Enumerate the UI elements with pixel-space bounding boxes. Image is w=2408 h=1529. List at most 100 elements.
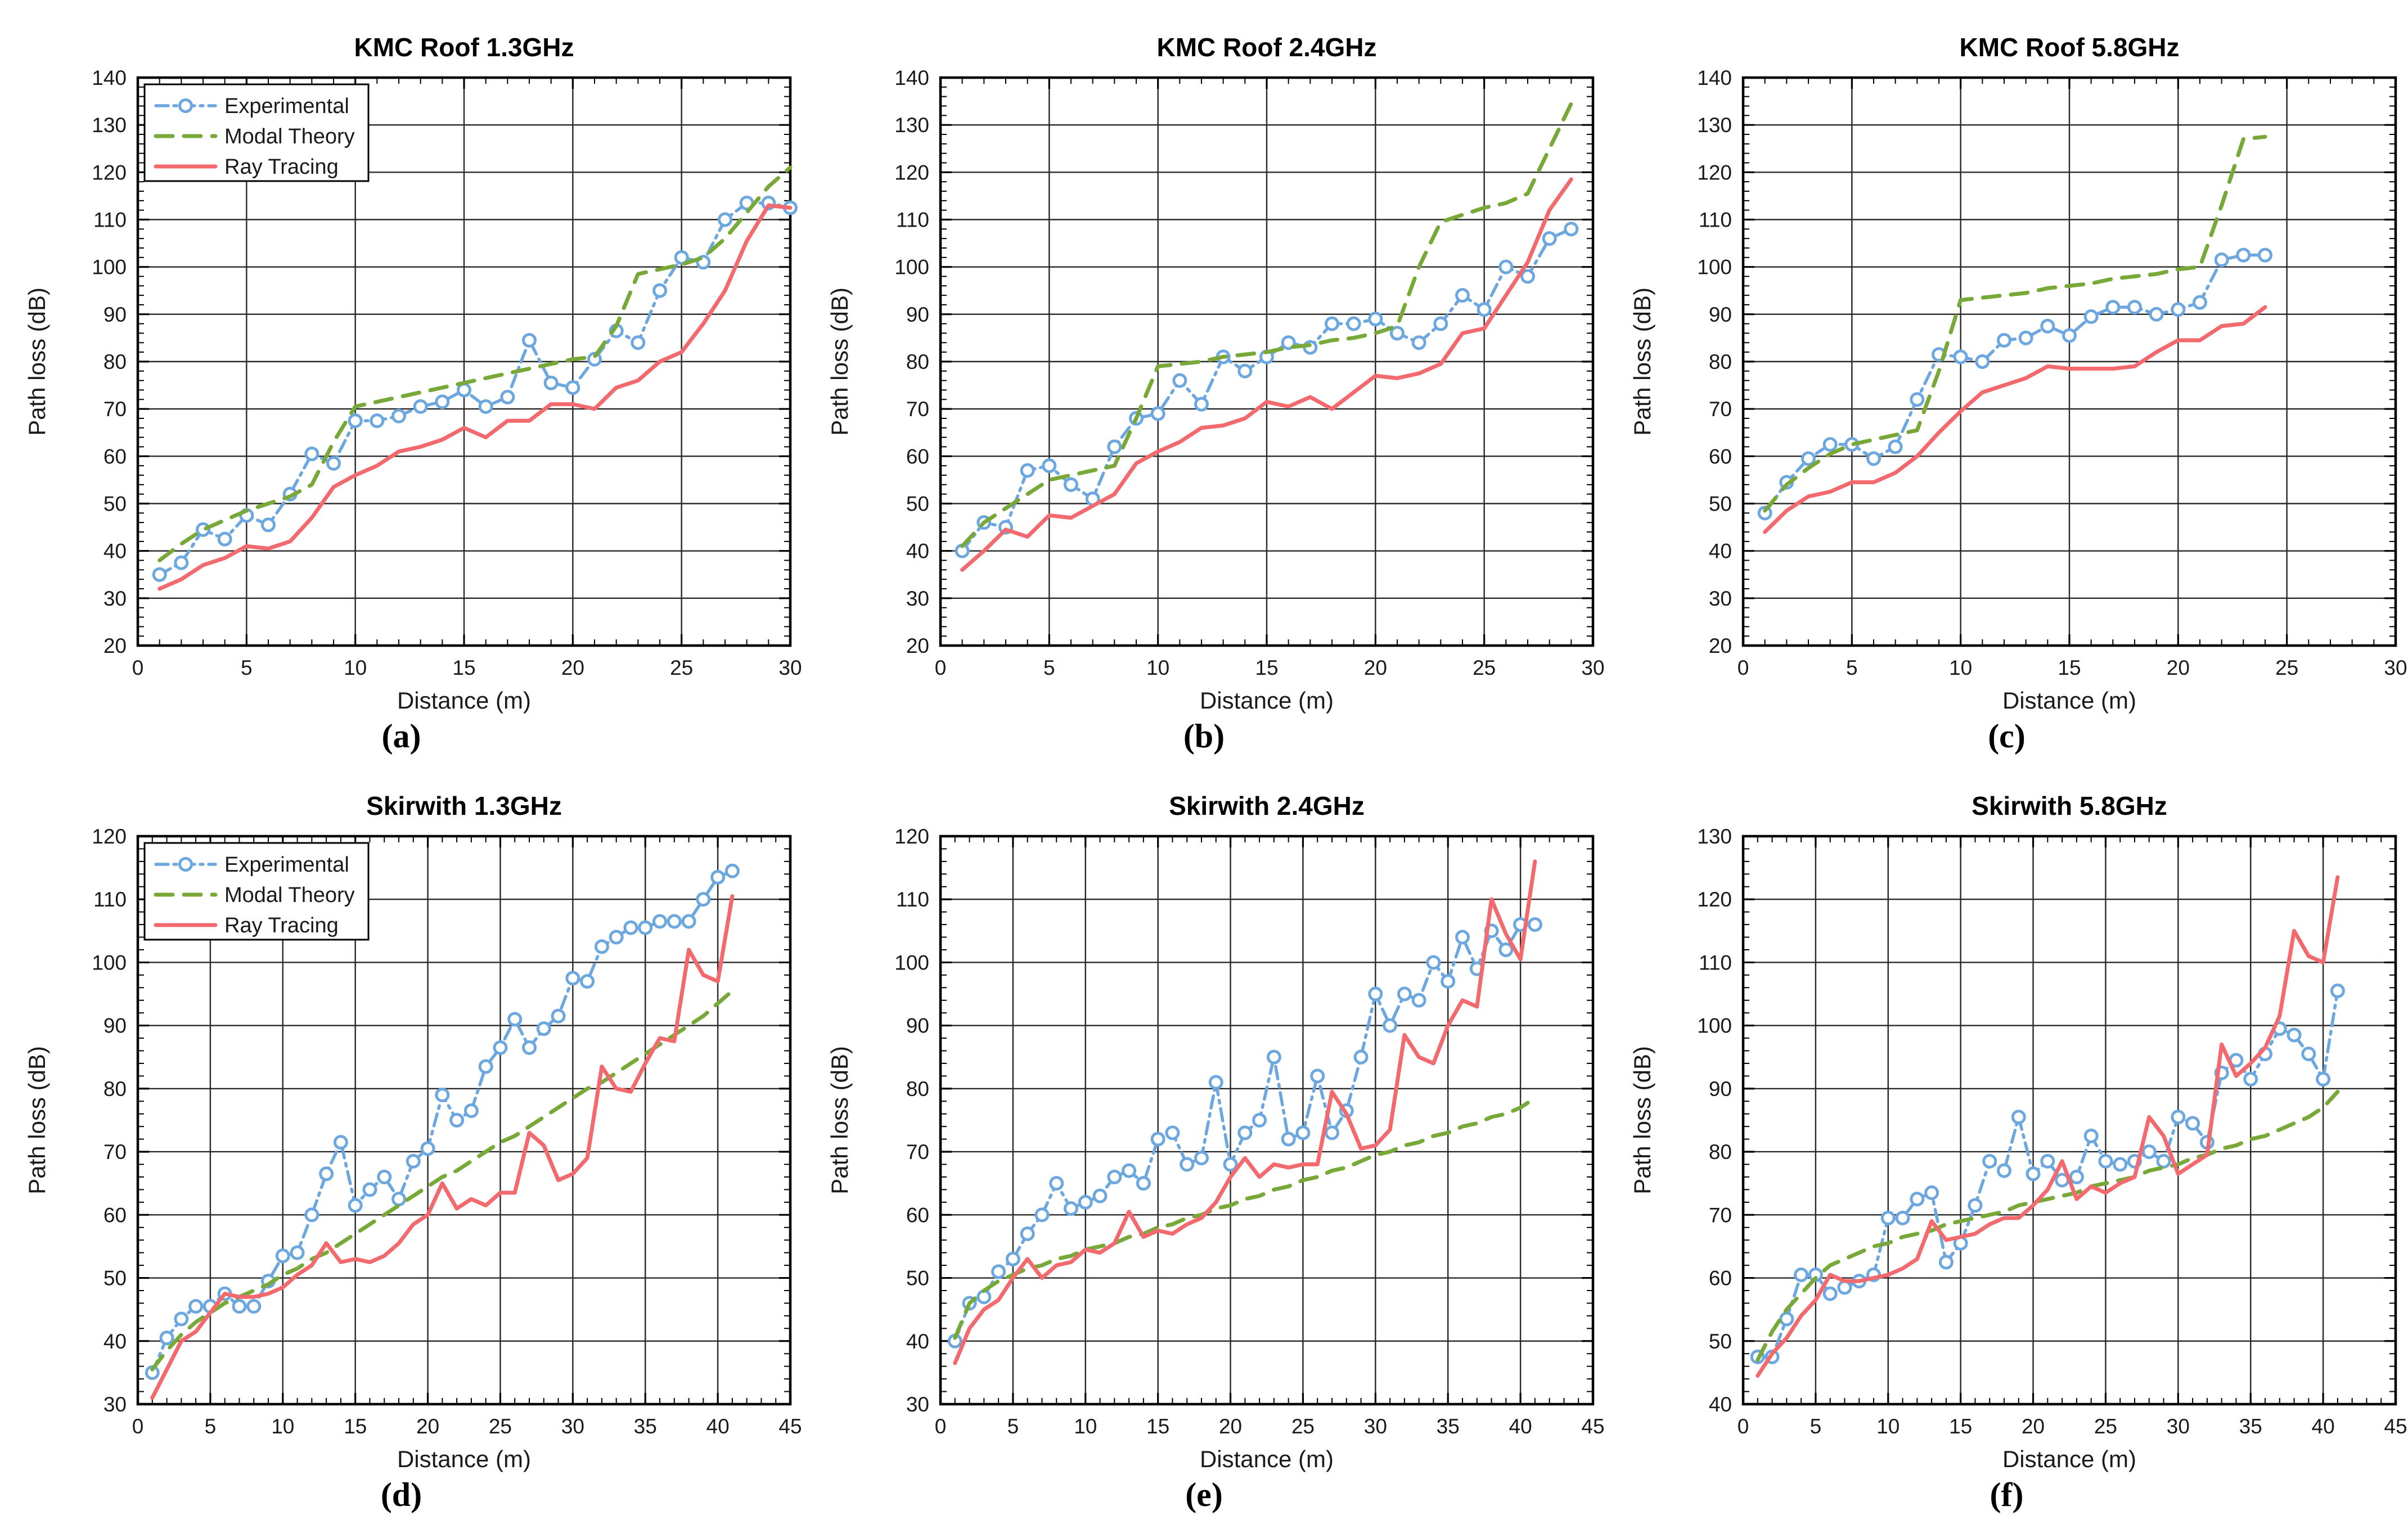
data-point-marker bbox=[1325, 1125, 1339, 1140]
data-point-marker bbox=[507, 1012, 523, 1027]
data-point-marker bbox=[718, 212, 732, 227]
chart-cell-c: 0 5 10 15 20 25 30 20 30 40 50 60 70 80 90 100 110 120 130… bbox=[1605, 16, 2408, 753]
data-point-marker bbox=[159, 1330, 174, 1346]
svg-text:10: 10 bbox=[1146, 656, 1169, 679]
svg-text:0: 0 bbox=[132, 656, 144, 679]
data-point-marker bbox=[1266, 1049, 1281, 1065]
data-point-marker bbox=[1794, 1267, 1809, 1282]
data-point-marker bbox=[1997, 1163, 2011, 1178]
data-point-marker bbox=[587, 351, 602, 367]
series-experimental bbox=[1757, 247, 2272, 521]
data-point-marker bbox=[500, 390, 515, 405]
axis-ticks bbox=[137, 76, 791, 647]
series-modal bbox=[953, 1096, 1537, 1340]
svg-text:110: 110 bbox=[896, 888, 929, 911]
data-point-marker bbox=[1953, 349, 1968, 364]
svg-text:90: 90 bbox=[1709, 303, 1732, 326]
svg-text:50: 50 bbox=[1709, 493, 1732, 516]
data-point-marker bbox=[1346, 316, 1361, 331]
chart-title: Skirwith 1.3GHz bbox=[366, 791, 562, 820]
data-point-marker bbox=[1078, 1194, 1093, 1210]
data-point-marker bbox=[565, 380, 580, 395]
series-modal bbox=[157, 165, 793, 562]
data-point-marker bbox=[326, 455, 341, 471]
svg-text:70: 70 bbox=[906, 398, 929, 421]
chart-title: Skirwith 5.8GHz bbox=[1972, 791, 2167, 820]
chart-cell-d: 0 5 10 15 20 25 30 35 40 45 30 40 50 60 70 80 90 100 110 12… bbox=[0, 774, 803, 1512]
svg-text:20: 20 bbox=[561, 656, 584, 679]
svg-text:25: 25 bbox=[670, 656, 693, 679]
data-point-marker bbox=[1910, 392, 1925, 407]
data-point-marker bbox=[536, 1021, 551, 1036]
data-point-marker bbox=[362, 1182, 377, 1197]
data-point-marker bbox=[522, 333, 537, 348]
data-point-marker bbox=[232, 1299, 247, 1314]
data-point-marker bbox=[1194, 1151, 1209, 1166]
legend: Experimental Modal Theory Ray Tracing bbox=[143, 83, 370, 182]
svg-text:70: 70 bbox=[103, 1140, 127, 1163]
svg-text:100: 100 bbox=[1697, 256, 1732, 279]
data-point-marker bbox=[348, 1198, 363, 1213]
svg-text:70: 70 bbox=[1709, 1203, 1732, 1226]
data-point-marker bbox=[1252, 1113, 1267, 1127]
svg-text:50: 50 bbox=[906, 493, 929, 516]
svg-text:80: 80 bbox=[1709, 1140, 1732, 1163]
svg-text:30: 30 bbox=[2167, 1415, 2190, 1438]
x-axis-label: Distance (m) bbox=[1200, 687, 1334, 714]
data-point-marker bbox=[478, 399, 493, 414]
data-point-marker bbox=[1564, 222, 1579, 237]
svg-text:20: 20 bbox=[1709, 634, 1732, 657]
data-point-marker bbox=[1223, 1157, 1238, 1172]
data-point-marker bbox=[2011, 1109, 2026, 1125]
svg-text:10: 10 bbox=[344, 656, 367, 679]
data-point-marker bbox=[1295, 1125, 1311, 1140]
svg-text:20: 20 bbox=[1364, 656, 1387, 679]
svg-text:25: 25 bbox=[2094, 1415, 2117, 1438]
data-point-marker bbox=[391, 408, 406, 423]
data-point-marker bbox=[370, 413, 385, 429]
svg-text:130: 130 bbox=[1697, 825, 1732, 848]
svg-text:10: 10 bbox=[1949, 656, 1972, 679]
data-point-marker bbox=[652, 283, 667, 298]
data-point-marker bbox=[420, 1141, 435, 1156]
grid bbox=[1742, 76, 2397, 647]
svg-text:30: 30 bbox=[906, 1393, 929, 1416]
y-axis-label: Path loss (dB) bbox=[1629, 1046, 1655, 1194]
series-modal bbox=[150, 989, 735, 1372]
series-ray bbox=[157, 203, 793, 591]
data-point-marker bbox=[1237, 363, 1253, 378]
x-axis-label: Distance (m) bbox=[1200, 1446, 1334, 1472]
data-point-marker bbox=[1092, 1188, 1108, 1203]
svg-text:40: 40 bbox=[906, 540, 929, 563]
x-axis-label: Distance (m) bbox=[397, 687, 531, 714]
series-ray bbox=[1763, 305, 2267, 534]
data-point-marker bbox=[1034, 1207, 1050, 1223]
series-ray bbox=[1756, 875, 2340, 1378]
data-point-marker bbox=[1383, 1018, 1398, 1033]
data-point-marker bbox=[1150, 406, 1165, 421]
svg-text:120: 120 bbox=[894, 825, 929, 848]
data-point-marker bbox=[1005, 1251, 1020, 1266]
data-point-marker bbox=[1325, 316, 1339, 331]
legend-label: Modal Theory bbox=[224, 125, 355, 148]
data-point-marker bbox=[1368, 312, 1383, 327]
data-point-marker bbox=[724, 863, 740, 878]
data-point-marker bbox=[2287, 1027, 2302, 1043]
svg-text:30: 30 bbox=[2384, 656, 2407, 679]
data-point-marker bbox=[348, 413, 363, 429]
axis-ticks bbox=[137, 835, 791, 1405]
axis-ticks bbox=[1742, 835, 2397, 1405]
y-axis-label: Path loss (dB) bbox=[826, 287, 853, 436]
data-point-marker bbox=[1975, 354, 1990, 369]
caption-e: (e) bbox=[1185, 1476, 1223, 1513]
series-modal bbox=[1763, 134, 2267, 513]
grid bbox=[137, 835, 791, 1405]
svg-text:60: 60 bbox=[103, 445, 127, 468]
svg-text:45: 45 bbox=[1581, 1415, 1604, 1438]
x-axis-label: Distance (m) bbox=[397, 1446, 531, 1472]
data-point-marker bbox=[1982, 1153, 1997, 1169]
svg-text:5: 5 bbox=[1846, 656, 1858, 679]
data-point-marker bbox=[319, 1166, 334, 1181]
data-point-marker bbox=[290, 1245, 305, 1260]
svg-text:60: 60 bbox=[1709, 445, 1732, 468]
